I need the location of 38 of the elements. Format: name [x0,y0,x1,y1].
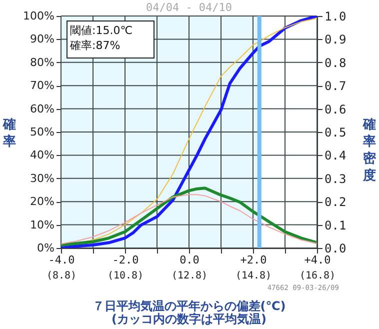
x2-tick-label: (12.8) [171,270,208,282]
y2-tick-label: 0.8 [324,56,346,70]
y2-tick-label: 1.0 [324,10,346,24]
y2-tick-label: 0.7 [324,79,346,94]
y-tick-label: 20% [30,195,54,208]
y2-tick-label: 0.0 [324,242,346,256]
y-tick-label: 70% [30,79,54,92]
y-tick-label: 80% [30,56,54,69]
x2-tick-label: (10.8) [107,270,144,282]
y2-tick-label: 0.4 [324,148,346,163]
y2-tick-label: 0.9 [324,32,346,47]
annotation: 閾値:15.0℃ 確率:87% [69,24,133,52]
x2-tick-label: (8.8) [46,270,77,282]
y2-tick-label: 0.3 [324,172,346,186]
y-axis-title: 確率 [2,118,16,150]
y-tick-label: 10% [30,218,54,232]
y-tick-label: 50% [30,126,54,138]
y2-axis-title: 確率密度 [362,118,377,184]
y-tick-label: 40% [30,148,54,162]
y-tick-label: 30% [30,172,54,185]
y-tick-label: 90% [30,32,54,46]
line-series [61,194,317,244]
x-axis-title: ７日平均気温の平年からの偏差(℃) (カッコ内の数字は平均気温) [92,299,286,326]
y2-tick-label: 0.6 [324,102,346,116]
x-tick-label: -4.0 [48,254,75,266]
y-tick-label: 100% [23,10,54,22]
chart-title: 04/04 - 04/10 [146,1,232,14]
x2-tick-label: (14.8) [235,270,272,282]
x-tick-label: +4.0 [304,254,331,266]
x-tick-label: +2.0 [240,254,267,266]
y2-tick-label: 0.2 [324,195,346,210]
y-tick-label: 60% [30,102,54,116]
x-tick-label: -2.0 [112,254,139,266]
x2-tick-label: (16.8) [299,270,336,282]
y-tick-label: 0% [37,242,54,254]
y2-tick-label: 0.5 [324,126,346,140]
x-tick-label: 0.0 [180,254,200,266]
y2-tick-label: 0.1 [324,218,346,232]
